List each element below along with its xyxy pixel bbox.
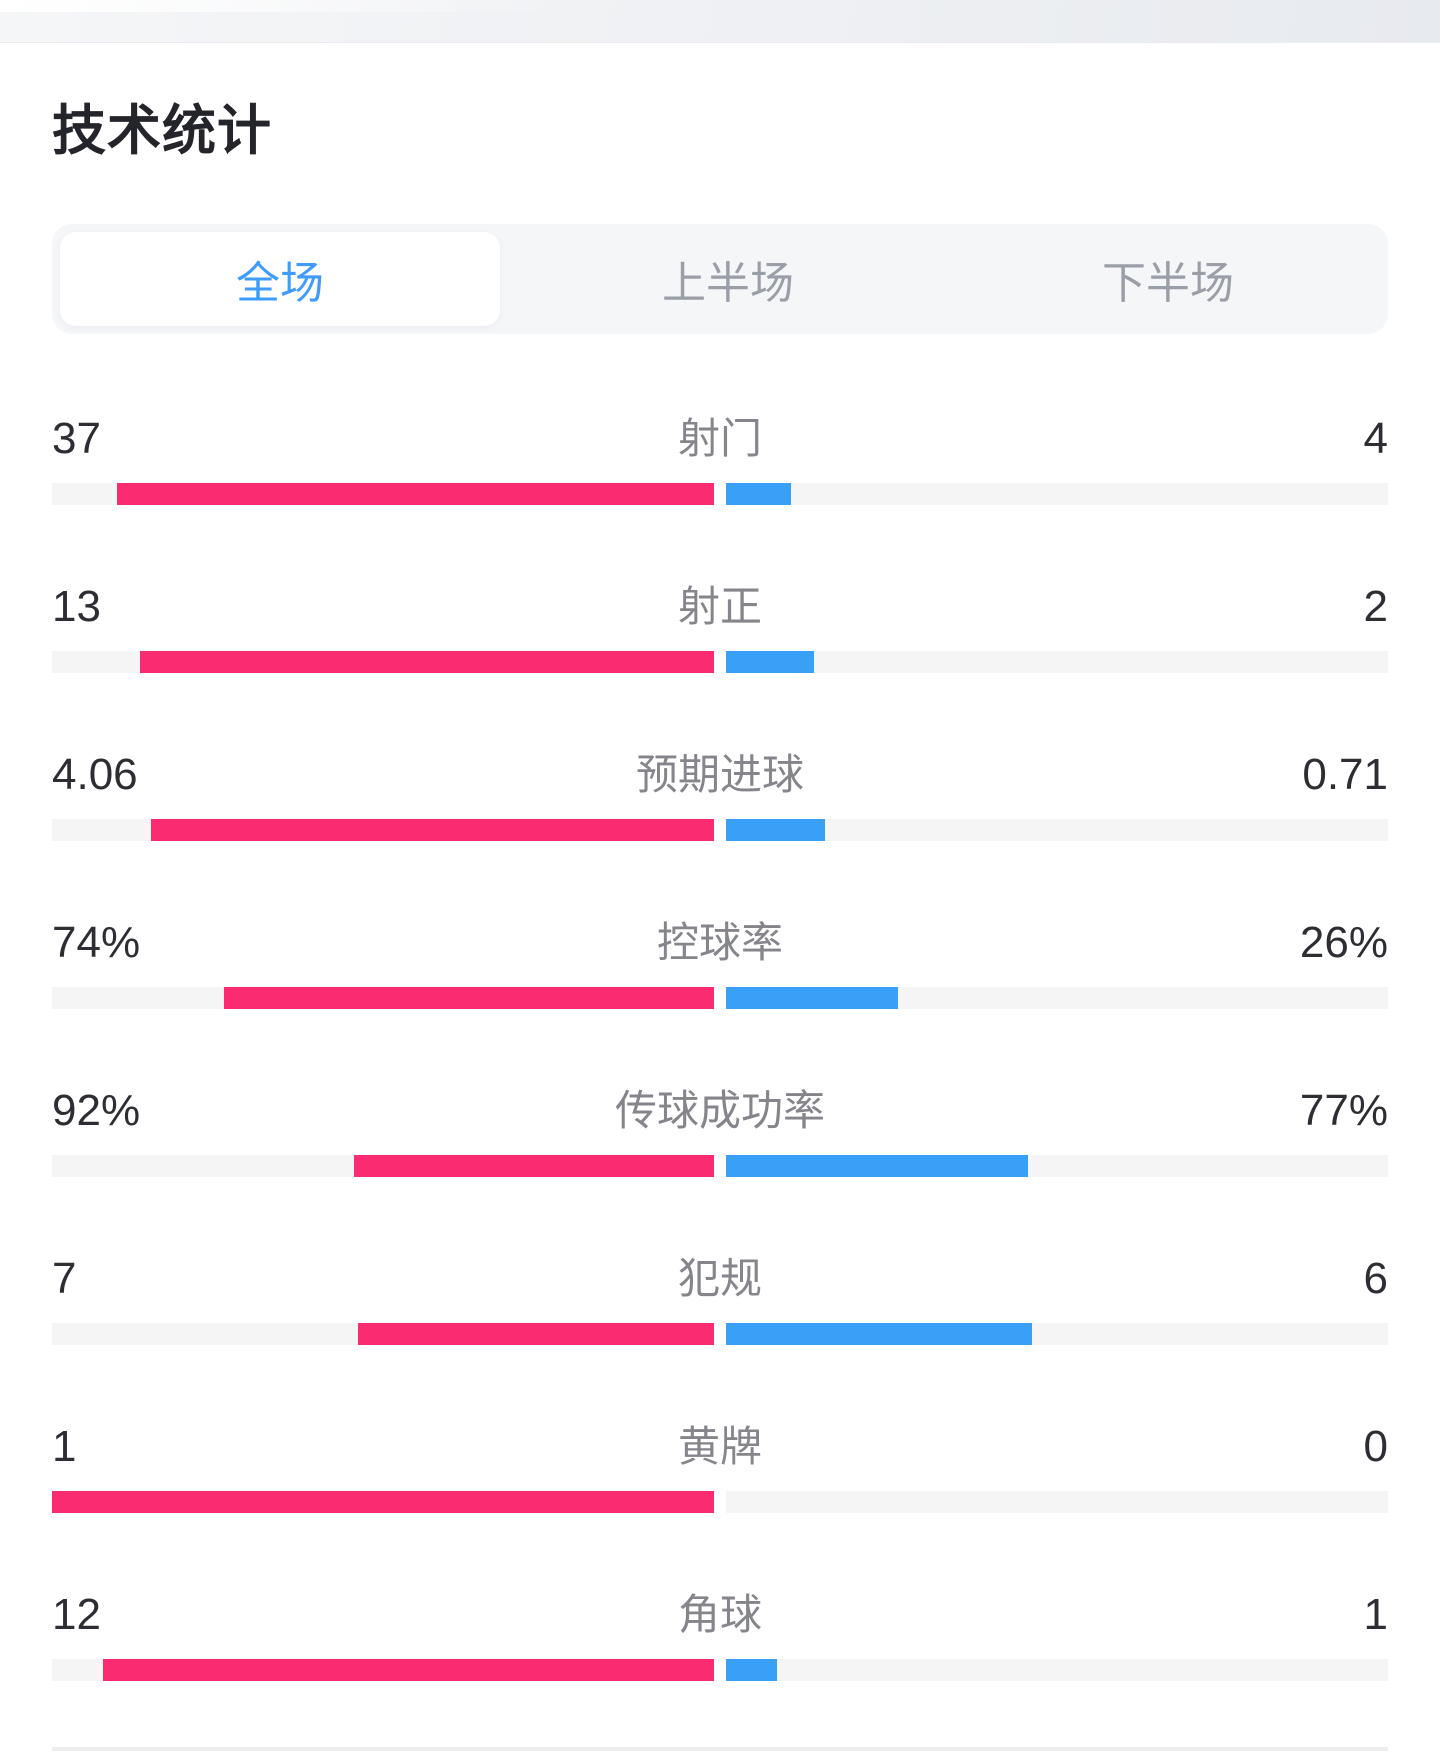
home-value: 74% bbox=[52, 918, 141, 967]
away-value: 2 bbox=[1363, 582, 1388, 631]
home-bar-fill bbox=[102, 1659, 714, 1681]
stat-head: 37 射门 4 bbox=[52, 415, 1388, 463]
stats-panel: 技术统计 全场 上半场 下半场 37 射门 4 13 射正 2 4.06 预期进球 0.71 74% 控… bbox=[0, 42, 1440, 1759]
stat-bar bbox=[52, 819, 1388, 841]
away-bar-track bbox=[726, 651, 1388, 673]
stat-row: 1 黄牌 0 bbox=[52, 1423, 1388, 1513]
stat-row: 92% 传球成功率 77% bbox=[52, 1087, 1388, 1177]
home-bar-fill bbox=[353, 1155, 714, 1177]
home-value: 7 bbox=[52, 1254, 77, 1303]
stat-bar bbox=[52, 1155, 1388, 1177]
home-value: 1 bbox=[52, 1422, 77, 1471]
stat-row: 37 射门 4 bbox=[52, 415, 1388, 505]
stat-bar bbox=[52, 1659, 1388, 1681]
stat-label: 射正 bbox=[677, 583, 762, 630]
home-bar-fill bbox=[224, 987, 714, 1009]
tab-first-half[interactable]: 上半场 bbox=[662, 259, 794, 308]
stat-label: 黄牌 bbox=[677, 1423, 762, 1470]
stat-head: 74% 控球率 26% bbox=[52, 919, 1388, 967]
previous-card-edge bbox=[0, 0, 1440, 43]
stats-list: 37 射门 4 13 射正 2 4.06 预期进球 0.71 74% 控球率 26% 92% 传球成功率 7… bbox=[52, 415, 1388, 1681]
away-bar-track bbox=[726, 1155, 1388, 1177]
home-bar-track bbox=[52, 1659, 714, 1681]
away-bar-fill bbox=[726, 987, 899, 1009]
home-value: 12 bbox=[52, 1590, 101, 1639]
stat-bar bbox=[52, 651, 1388, 673]
stat-head: 92% 传球成功率 77% bbox=[52, 1087, 1388, 1135]
stat-label: 射门 bbox=[677, 415, 762, 462]
away-bar-track bbox=[726, 483, 1388, 505]
home-value: 37 bbox=[52, 414, 101, 463]
stat-row: 74% 控球率 26% bbox=[52, 919, 1388, 1009]
away-value: 0.71 bbox=[1302, 750, 1388, 799]
home-bar-fill bbox=[357, 1323, 714, 1345]
stat-row: 7 犯规 6 bbox=[52, 1255, 1388, 1345]
home-bar-fill bbox=[150, 819, 714, 841]
home-bar-fill bbox=[140, 651, 714, 673]
home-bar-track bbox=[52, 651, 714, 673]
stat-bar bbox=[52, 987, 1388, 1009]
home-bar-track bbox=[52, 1323, 714, 1345]
away-value: 4 bbox=[1363, 414, 1388, 463]
away-bar-fill bbox=[726, 483, 791, 505]
away-bar-fill bbox=[726, 651, 815, 673]
stat-row: 13 射正 2 bbox=[52, 583, 1388, 673]
stat-row: 4.06 预期进球 0.71 bbox=[52, 751, 1388, 841]
stat-head: 12 角球 1 bbox=[52, 1591, 1388, 1639]
stat-head: 13 射正 2 bbox=[52, 583, 1388, 631]
home-value: 13 bbox=[52, 582, 101, 631]
tab-full[interactable]: 全场 bbox=[60, 232, 500, 326]
stat-bar bbox=[52, 1323, 1388, 1345]
stat-head: 1 黄牌 0 bbox=[52, 1423, 1388, 1471]
away-bar-fill bbox=[726, 1323, 1032, 1345]
away-bar-fill bbox=[726, 819, 825, 841]
away-bar-track bbox=[726, 1659, 1388, 1681]
stat-head: 4.06 预期进球 0.71 bbox=[52, 751, 1388, 799]
tab-second-half[interactable]: 下半场 bbox=[1102, 259, 1234, 308]
home-bar-fill bbox=[116, 483, 714, 505]
away-value: 6 bbox=[1363, 1254, 1388, 1303]
stat-head: 7 犯规 6 bbox=[52, 1255, 1388, 1303]
stat-row: 12 角球 1 bbox=[52, 1591, 1388, 1681]
away-value: 77% bbox=[1299, 1086, 1388, 1135]
home-bar-track bbox=[52, 1491, 714, 1513]
away-bar-track bbox=[726, 987, 1388, 1009]
away-bar-track bbox=[726, 819, 1388, 841]
home-value: 92% bbox=[52, 1086, 141, 1135]
period-tabbar: 全场 上半场 下半场 bbox=[52, 224, 1388, 334]
home-bar-track bbox=[52, 987, 714, 1009]
stat-label: 犯规 bbox=[677, 1255, 762, 1302]
stat-bar bbox=[52, 483, 1388, 505]
home-bar-track bbox=[52, 483, 714, 505]
stat-label: 预期进球 bbox=[635, 751, 804, 798]
stat-label: 控球率 bbox=[656, 919, 783, 966]
away-bar-track bbox=[726, 1491, 1388, 1513]
home-bar-track bbox=[52, 1155, 714, 1177]
away-value: 1 bbox=[1363, 1590, 1388, 1639]
away-bar-fill bbox=[726, 1155, 1028, 1177]
away-value: 0 bbox=[1363, 1422, 1388, 1471]
stat-label: 角球 bbox=[677, 1591, 762, 1638]
stat-label: 传球成功率 bbox=[614, 1087, 825, 1134]
section-divider bbox=[52, 1747, 1388, 1751]
away-bar-track bbox=[726, 1323, 1388, 1345]
page-title: 技术统计 bbox=[52, 101, 272, 161]
home-value: 4.06 bbox=[52, 750, 138, 799]
away-value: 26% bbox=[1299, 918, 1388, 967]
home-bar-track bbox=[52, 819, 714, 841]
stat-bar bbox=[52, 1491, 1388, 1513]
home-bar-fill bbox=[52, 1491, 714, 1513]
away-bar-fill bbox=[726, 1659, 777, 1681]
